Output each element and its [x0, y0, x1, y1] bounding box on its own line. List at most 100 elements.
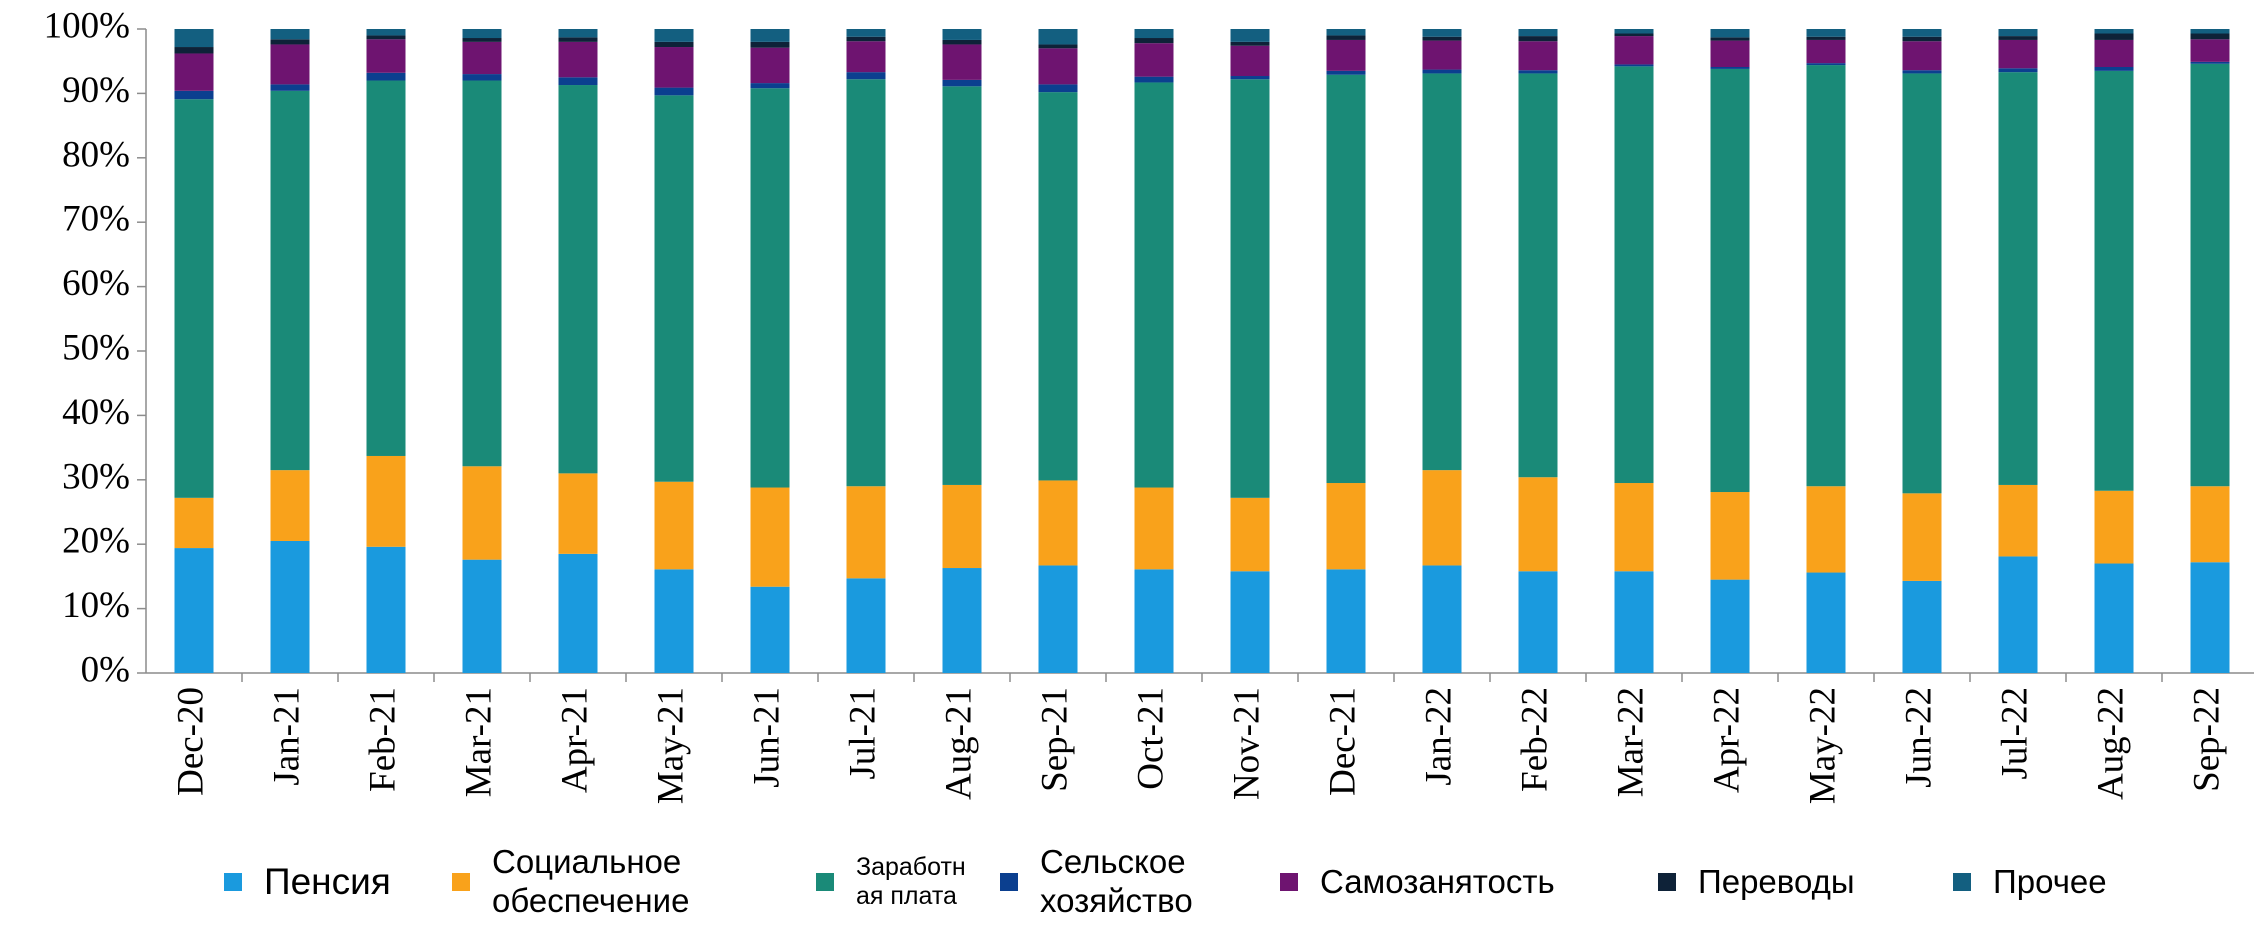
bar-segment: [942, 79, 982, 87]
x-tick-label: Dec-20: [170, 687, 211, 796]
x-tick-label: Sep-22: [2186, 687, 2227, 792]
bar-segment: [750, 83, 790, 89]
bar-segment: [846, 578, 886, 673]
bar-segment: [2190, 61, 2230, 64]
bar-segment: [1806, 65, 1846, 487]
bar-segment: [750, 487, 790, 587]
bar-segment: [1230, 41, 1270, 46]
bar-segment: [174, 497, 214, 549]
bar-segment: [1038, 480, 1078, 566]
legend-swatch: [1658, 873, 1676, 891]
bar-segment: [366, 80, 406, 456]
y-tick-label: 40%: [62, 392, 130, 433]
bar-segment: [1326, 70, 1366, 75]
bar-segment: [750, 586, 790, 673]
x-tick-label: Aug-22: [2090, 687, 2131, 800]
bar-segment: [1230, 29, 1270, 42]
bar-segment: [1326, 569, 1366, 673]
bar-segment: [1230, 45, 1270, 77]
bar-segment: [846, 41, 886, 73]
legend-label: Прочее: [1993, 862, 2107, 900]
legend-label: Самозанятость: [1320, 862, 1555, 900]
bar-segment: [2190, 29, 2230, 34]
bar-segment: [1614, 571, 1654, 673]
bar-segment: [462, 80, 502, 467]
bar-segment: [2094, 70, 2134, 491]
bar-segment: [942, 39, 982, 45]
bar-segment: [558, 473, 598, 554]
bar-segment: [1326, 35, 1366, 40]
chart: 0% 10% 20% 30% 40% 50% 60% 70% 80% 90% 100% Dec-20 J…: [44, 5, 2254, 804]
bar-segment: [270, 470, 310, 541]
bar-segment: [1422, 565, 1462, 673]
bar-segment: [1518, 36, 1558, 42]
legend-swatch: [224, 873, 242, 891]
y-tick-label: 100%: [44, 5, 130, 46]
bar-segment: [1422, 40, 1462, 70]
bar-segment: [1614, 64, 1654, 67]
bar-segment: [1806, 572, 1846, 673]
bar-segment: [1806, 63, 1846, 66]
bar-segment: [174, 99, 214, 498]
x-tick-label: Jul-21: [842, 687, 883, 780]
bar-segment: [174, 548, 214, 673]
bar-segment: [1710, 37, 1750, 41]
bar-segment: [1134, 29, 1174, 39]
x-tick-label: Jan-21: [266, 687, 307, 786]
bar-segment: [1326, 29, 1366, 36]
legend-label: Заработная плата: [856, 852, 966, 911]
bar-segment: [1710, 40, 1750, 67]
bar-segment: [1230, 497, 1270, 572]
bar-segment: [1902, 493, 1942, 581]
bar-segment: [558, 77, 598, 86]
bar-segment: [750, 88, 790, 488]
legend-label: Пенсия: [264, 861, 391, 903]
bar-segment: [2190, 486, 2230, 563]
bar-segment: [558, 85, 598, 474]
bar-segment: [846, 36, 886, 42]
bar-segment: [270, 540, 310, 673]
y-tick-label: 90%: [62, 70, 130, 111]
bar-segment: [1326, 483, 1366, 570]
bar-segment: [174, 53, 214, 91]
y-tick-label: 0%: [81, 649, 130, 690]
x-tick-label: Jun-21: [746, 687, 787, 788]
bar-segment: [1902, 36, 1942, 42]
bar-segment: [1710, 579, 1750, 673]
bar-segment: [1134, 76, 1174, 83]
bar-segment: [174, 90, 214, 100]
bar-segment: [654, 41, 694, 48]
bar-segment: [270, 39, 310, 45]
legend-item: Переводы: [1658, 826, 1958, 926]
bar-segment: [1038, 44, 1078, 49]
bar-segment: [750, 29, 790, 42]
bar-segment: [1230, 76, 1270, 80]
bar-segment: [1902, 73, 1942, 494]
y-tick-label: 10%: [62, 585, 130, 626]
bar-segment: [2094, 39, 2134, 67]
bar-segment: [1422, 29, 1462, 37]
bar-segment: [1614, 29, 1654, 34]
bar-segment: [1710, 68, 1750, 493]
bar-segment: [1134, 38, 1174, 44]
bar-segment: [1518, 73, 1558, 478]
y-tick-label: 70%: [62, 199, 130, 240]
bar-segment: [1998, 484, 2038, 557]
bar-segment: [1038, 92, 1078, 481]
bar-segment: [846, 486, 886, 579]
bar-segment: [2190, 562, 2230, 673]
bar-segment: [558, 29, 598, 38]
bar-segment: [1134, 43, 1174, 77]
bar-segment: [1614, 33, 1654, 37]
x-tick-label: Feb-22: [1514, 687, 1555, 792]
bar-segment: [1518, 41, 1558, 71]
bar-segment: [1422, 36, 1462, 41]
bar-segment: [1038, 48, 1078, 85]
legend-swatch: [816, 873, 834, 891]
bar-segment: [750, 47, 790, 84]
x-tick-label: Nov-21: [1226, 687, 1267, 800]
y-tick-label: 60%: [62, 263, 130, 304]
bar-segment: [1806, 486, 1846, 573]
legend-label: Сельское хозяйство: [1040, 843, 1193, 919]
